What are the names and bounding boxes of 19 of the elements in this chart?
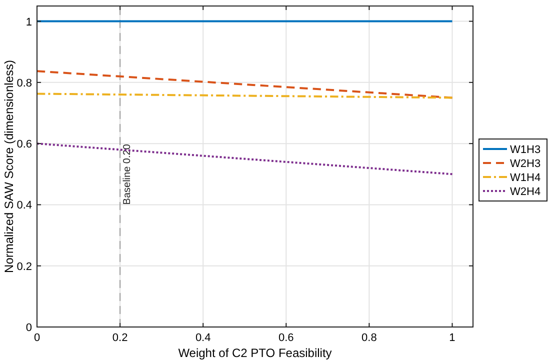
y-axis-title: Normalized SAW Score (dimensionless) bbox=[2, 60, 16, 273]
x-tick-label: 0.6 bbox=[278, 332, 294, 344]
x-axis-title: Weight of C2 PTO Feasibility bbox=[178, 346, 332, 360]
y-tick-label: 0.8 bbox=[16, 77, 32, 90]
legend-label: W1H3 bbox=[510, 144, 541, 156]
y-tick-label: 0.6 bbox=[16, 138, 32, 151]
y-tick-label: 0 bbox=[26, 322, 32, 334]
x-tick-label: 0.4 bbox=[195, 332, 211, 344]
y-tick-label: 1 bbox=[26, 16, 32, 28]
x-tick-label: 0.8 bbox=[362, 332, 377, 344]
y-tick-label: 0.2 bbox=[16, 260, 32, 273]
legend-label: W2H4 bbox=[510, 186, 541, 198]
y-tick-label: 0.4 bbox=[16, 200, 32, 212]
ref-line-label: Baseline 0.20 bbox=[122, 144, 134, 205]
legend-label: W1H4 bbox=[510, 172, 541, 184]
x-tick-label: 0.2 bbox=[112, 332, 128, 344]
x-tick-label: 1 bbox=[449, 332, 456, 344]
legend-label: W2H3 bbox=[510, 158, 541, 170]
x-tick-label: 0 bbox=[34, 332, 40, 344]
